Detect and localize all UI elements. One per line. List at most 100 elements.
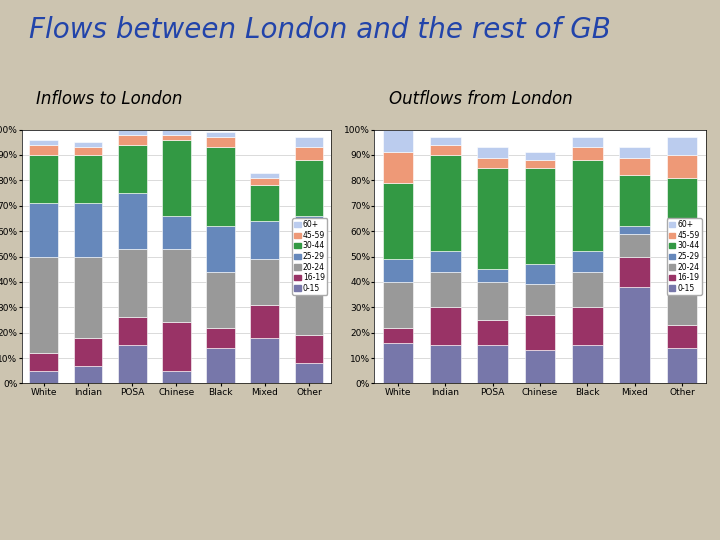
Text: Inflows to London: Inflows to London <box>36 90 182 108</box>
Bar <box>206 226 235 272</box>
Bar <box>118 318 147 346</box>
Bar <box>619 226 650 234</box>
Bar <box>294 335 323 363</box>
Bar <box>162 134 191 140</box>
Bar <box>251 185 279 221</box>
Bar <box>619 287 650 383</box>
Bar <box>430 137 461 145</box>
Bar <box>572 346 603 383</box>
Bar <box>294 147 323 160</box>
Bar <box>73 155 102 203</box>
Bar <box>477 346 508 383</box>
Bar <box>525 168 555 264</box>
Bar <box>162 130 191 134</box>
Bar <box>572 160 603 252</box>
Bar <box>477 147 508 158</box>
Bar <box>525 285 555 315</box>
Bar <box>667 348 697 383</box>
Bar <box>251 221 279 259</box>
Bar <box>118 130 147 134</box>
Bar <box>525 350 555 383</box>
Bar <box>118 145 147 193</box>
Bar <box>251 178 279 185</box>
Bar <box>206 147 235 226</box>
Bar <box>30 155 58 203</box>
Bar <box>430 145 461 155</box>
Bar <box>525 160 555 167</box>
Text: Outflows from London: Outflows from London <box>389 90 572 108</box>
Bar <box>30 140 58 145</box>
Bar <box>430 307 461 346</box>
Bar <box>383 152 413 183</box>
Bar <box>383 130 413 152</box>
Bar <box>294 137 323 147</box>
Text: Flows between London and the rest of GB: Flows between London and the rest of GB <box>29 16 611 44</box>
Bar <box>430 272 461 307</box>
Bar <box>73 147 102 155</box>
Bar <box>73 203 102 256</box>
Bar <box>294 160 323 216</box>
Bar <box>572 147 603 160</box>
Bar <box>206 132 235 137</box>
Bar <box>206 328 235 348</box>
Bar <box>430 346 461 383</box>
Bar <box>572 252 603 272</box>
Bar <box>162 249 191 322</box>
Bar <box>525 264 555 285</box>
Bar <box>30 370 58 383</box>
Bar <box>294 216 323 274</box>
Bar <box>525 152 555 160</box>
Bar <box>572 307 603 346</box>
Bar <box>118 249 147 318</box>
Bar <box>477 158 508 167</box>
Bar <box>619 256 650 287</box>
Bar <box>251 173 279 178</box>
Bar <box>251 259 279 305</box>
Bar <box>667 325 697 348</box>
Bar <box>118 193 147 249</box>
Bar <box>383 183 413 259</box>
Bar <box>477 282 508 320</box>
Bar <box>383 343 413 383</box>
Bar <box>383 259 413 282</box>
Bar <box>294 363 323 383</box>
Bar <box>477 167 508 269</box>
Bar <box>73 338 102 366</box>
Bar <box>30 203 58 256</box>
Bar <box>162 370 191 383</box>
Bar <box>667 155 697 178</box>
Bar <box>73 142 102 147</box>
Bar <box>619 147 650 158</box>
Legend: 60+, 45-59, 30-44, 25-29, 20-24, 16-19, 0-15: 60+, 45-59, 30-44, 25-29, 20-24, 16-19, … <box>667 218 702 295</box>
Bar <box>525 315 555 350</box>
Bar <box>667 178 697 272</box>
Bar <box>619 234 650 256</box>
Bar <box>477 269 508 282</box>
Bar <box>294 274 323 335</box>
Bar <box>30 256 58 353</box>
Bar <box>251 338 279 383</box>
Bar <box>430 155 461 252</box>
Bar <box>477 320 508 346</box>
Bar <box>572 272 603 307</box>
Bar <box>251 305 279 338</box>
Bar <box>430 252 461 272</box>
Bar <box>118 346 147 383</box>
Bar <box>206 272 235 328</box>
Bar <box>73 256 102 338</box>
Bar <box>619 158 650 176</box>
Bar <box>162 216 191 249</box>
Bar <box>73 366 102 383</box>
Bar <box>667 292 697 325</box>
Bar <box>162 322 191 370</box>
Bar <box>619 176 650 226</box>
Bar <box>118 134 147 145</box>
Legend: 60+, 45-59, 30-44, 25-29, 20-24, 16-19, 0-15: 60+, 45-59, 30-44, 25-29, 20-24, 16-19, … <box>292 218 328 295</box>
Bar <box>206 137 235 147</box>
Bar <box>162 140 191 216</box>
Bar <box>667 272 697 292</box>
Bar <box>383 328 413 343</box>
Bar <box>30 353 58 370</box>
Bar <box>30 145 58 155</box>
Bar <box>572 137 603 147</box>
